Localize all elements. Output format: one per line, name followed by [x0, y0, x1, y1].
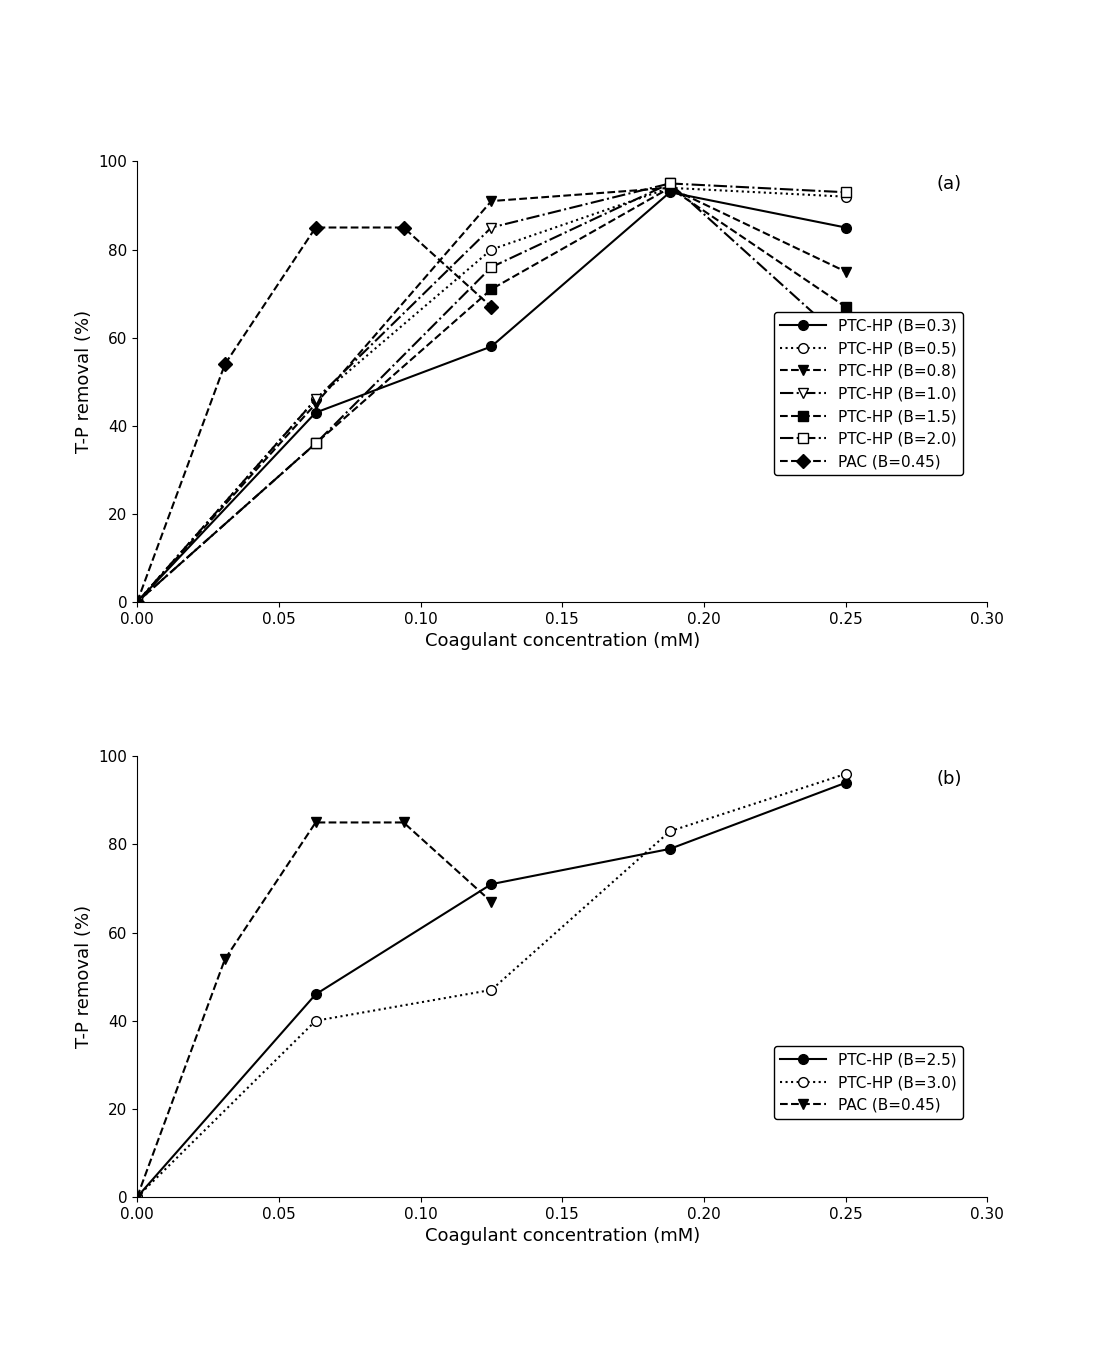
Text: (a): (a) [937, 175, 962, 192]
Y-axis label: T-P removal (%): T-P removal (%) [75, 311, 93, 453]
Text: (b): (b) [937, 769, 962, 788]
X-axis label: Coagulant concentration (mM): Coagulant concentration (mM) [425, 632, 700, 651]
Legend: PTC-HP (B=0.3), PTC-HP (B=0.5), PTC-HP (B=0.8), PTC-HP (B=1.0), PTC-HP (B=1.5), : PTC-HP (B=0.3), PTC-HP (B=0.5), PTC-HP (… [773, 312, 963, 476]
Legend: PTC-HP (B=2.5), PTC-HP (B=3.0), PAC (B=0.45): PTC-HP (B=2.5), PTC-HP (B=3.0), PAC (B=0… [773, 1046, 963, 1119]
X-axis label: Coagulant concentration (mM): Coagulant concentration (mM) [425, 1228, 700, 1245]
Y-axis label: T-P removal (%): T-P removal (%) [75, 905, 93, 1048]
